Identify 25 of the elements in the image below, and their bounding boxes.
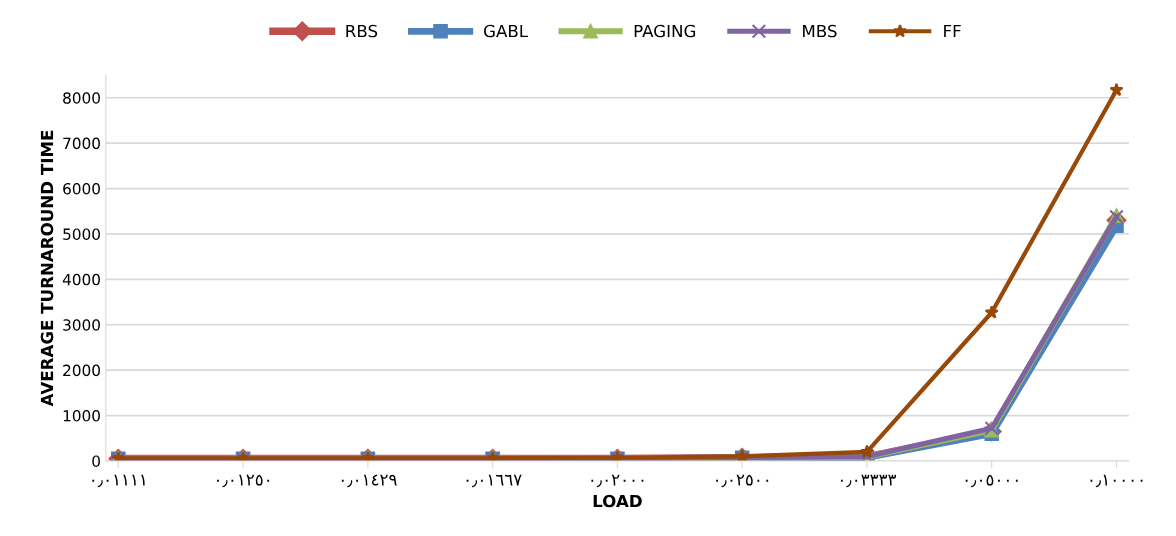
legend-label: MBS xyxy=(803,24,837,38)
y-tick-label: 0 xyxy=(92,455,100,467)
legend-label: RBS xyxy=(346,24,378,38)
x-tick-label: ٠٫٠٢٥٠٠ xyxy=(716,474,769,488)
legend-label: FF xyxy=(944,24,961,38)
y-tick-label: 6000 xyxy=(63,183,100,195)
x-tick-label: ٠٫٠١٢٥٠ xyxy=(217,474,270,488)
y-tick-label: 4000 xyxy=(62,273,100,286)
y-tick-label: 3000 xyxy=(63,319,100,331)
x-tick-label: ٠٫٠٢٠٠٠ xyxy=(591,474,644,488)
legend-label: PAGING xyxy=(634,24,696,38)
x-tick-label: ٠٫٠٥٠٠٠ xyxy=(965,474,1018,488)
x-axis-title: LOAD xyxy=(593,494,642,508)
y-tick-label: 5000 xyxy=(63,228,100,240)
y-tick-label: 1000 xyxy=(63,410,100,422)
x-tick-label: ٠٫٠٣٣٣٣ xyxy=(840,474,897,488)
x-tick-label: ٠٫٠١١١١ xyxy=(92,474,145,488)
x-tick-label: ٠٫١٠٠٠٠ xyxy=(1090,474,1143,488)
y-axis-title: AVERAGE TURNAROUND TIME xyxy=(40,130,54,407)
y-tick-label: 7000 xyxy=(63,137,100,150)
x-tick-label: ٠٫٠١٤٢٩ xyxy=(341,474,397,488)
legend-label: GABL xyxy=(484,24,529,38)
y-tick-label: 2000 xyxy=(63,364,100,377)
x-tick-label: ٠٫٠١٦٦٧ xyxy=(466,474,522,488)
y-tick-label: 8000 xyxy=(63,92,100,104)
